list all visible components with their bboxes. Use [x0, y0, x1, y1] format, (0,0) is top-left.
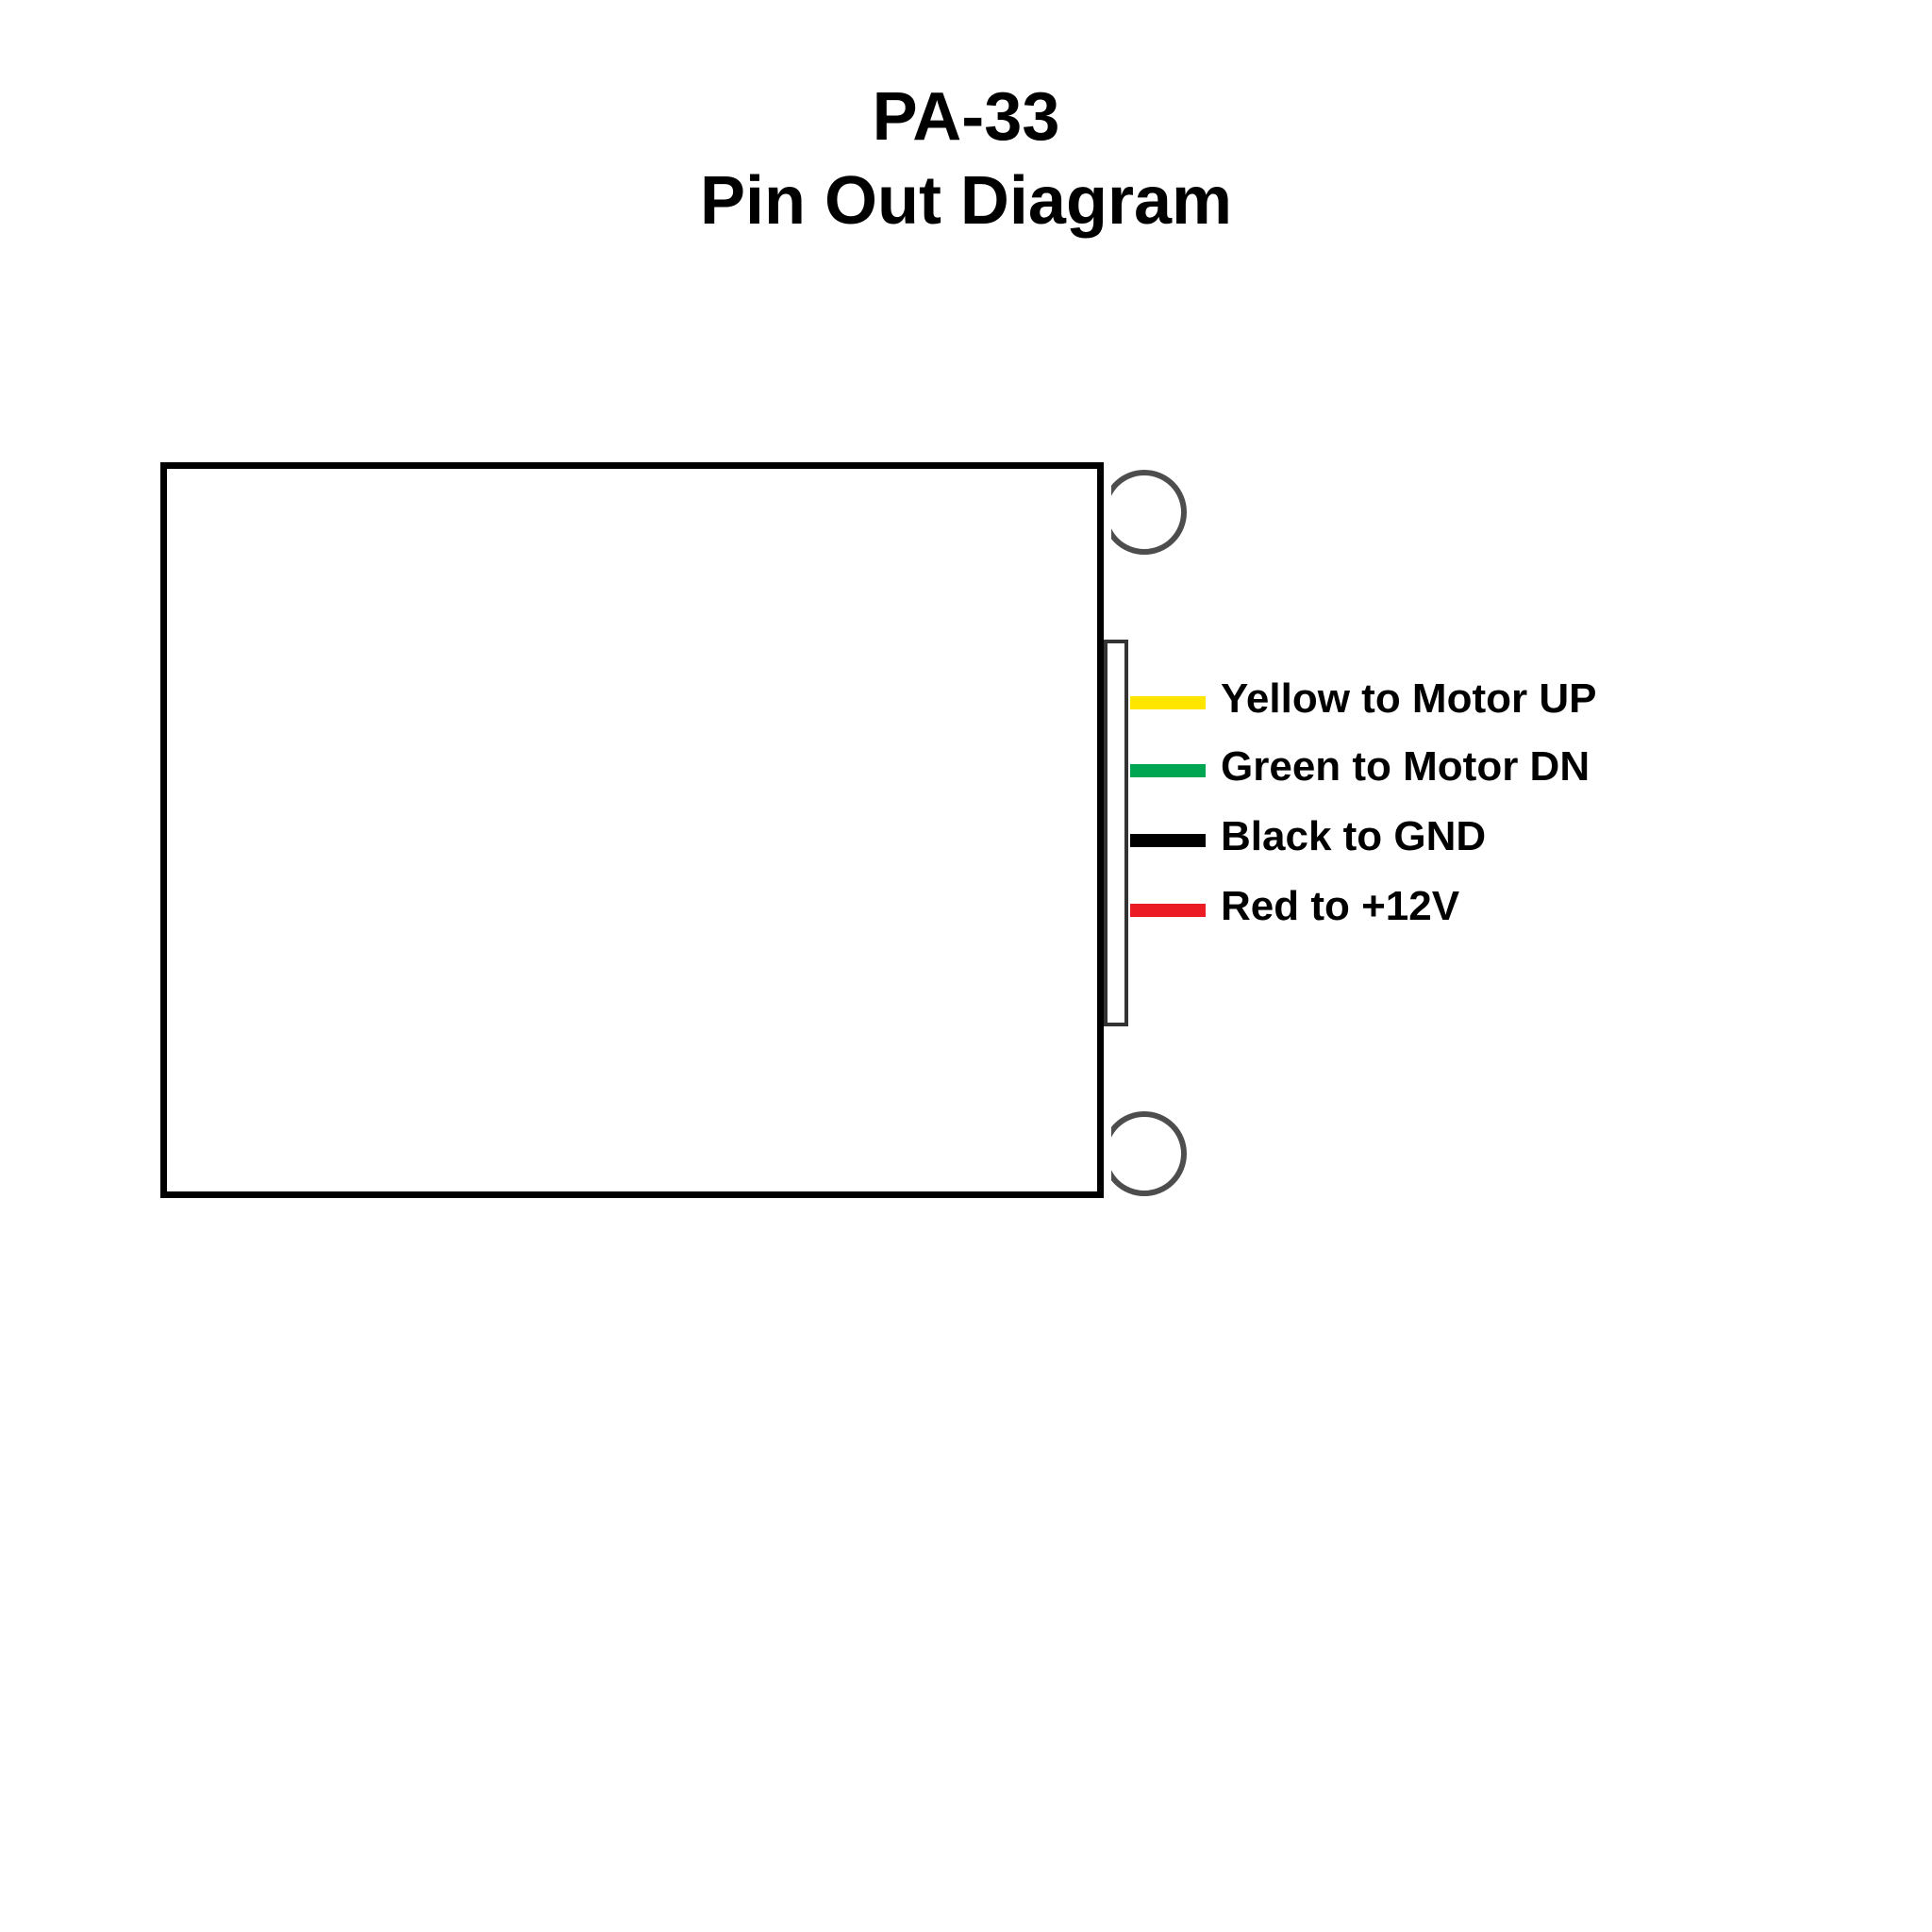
mounting-tab-bottom	[1102, 1111, 1187, 1196]
connector-plate	[1104, 640, 1128, 1026]
title-block: PA-33 Pin Out Diagram	[0, 80, 1932, 239]
wire-0	[1130, 696, 1206, 709]
wire-3	[1130, 904, 1206, 917]
wire-label-0: Yellow to Motor UP	[1221, 675, 1596, 723]
wire-label-2: Black to GND	[1221, 813, 1486, 860]
title-line1: PA-33	[0, 80, 1932, 155]
device-outline	[160, 462, 1104, 1198]
wire-label-3: Red to +12V	[1221, 883, 1459, 930]
wire-label-1: Green to Motor DN	[1221, 743, 1590, 791]
wire-1	[1130, 764, 1206, 777]
title-line2: Pin Out Diagram	[0, 164, 1932, 239]
wire-2	[1130, 834, 1206, 847]
mounting-tab-top	[1102, 470, 1187, 555]
